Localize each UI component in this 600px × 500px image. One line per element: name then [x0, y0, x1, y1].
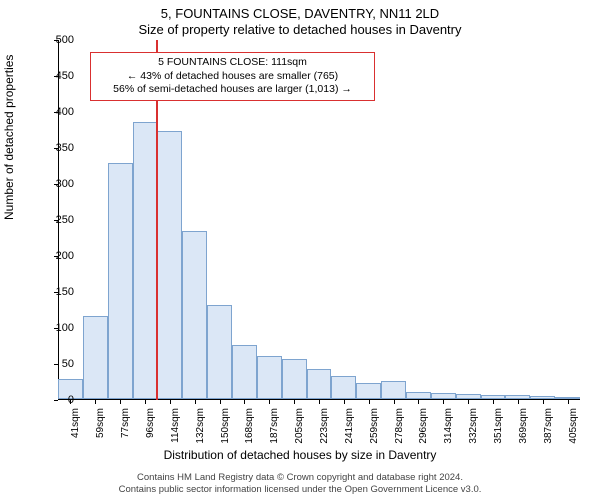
x-tick-mark	[294, 400, 295, 404]
histogram-bar	[555, 397, 580, 399]
y-tick-label: 0	[44, 394, 74, 406]
y-tick-label: 500	[44, 34, 74, 46]
x-tick-mark	[344, 400, 345, 404]
x-tick-mark	[170, 400, 171, 404]
y-tick-label: 300	[44, 178, 74, 190]
histogram-bar	[456, 394, 481, 399]
x-tick-mark	[394, 400, 395, 404]
x-tick-mark	[269, 400, 270, 404]
histogram-bar	[157, 131, 182, 399]
x-tick-mark	[418, 400, 419, 404]
x-tick-mark	[369, 400, 370, 404]
histogram-bar	[331, 376, 356, 399]
y-axis-label: Number of detached properties	[2, 55, 16, 220]
histogram-bar	[133, 122, 158, 399]
y-tick-label: 100	[44, 322, 74, 334]
y-tick-label: 250	[44, 214, 74, 226]
x-tick-mark	[120, 400, 121, 404]
x-tick-mark	[319, 400, 320, 404]
x-tick-mark	[220, 400, 221, 404]
histogram-bar	[431, 393, 456, 399]
x-tick-mark	[443, 400, 444, 404]
footer-line-2: Contains public sector information licen…	[0, 484, 600, 496]
histogram-bar	[232, 345, 257, 399]
x-tick-mark	[468, 400, 469, 404]
footer-line-1: Contains HM Land Registry data © Crown c…	[0, 472, 600, 484]
histogram-bar	[108, 163, 133, 399]
histogram-bar	[83, 316, 108, 399]
annotation-line: 56% of semi-detached houses are larger (…	[97, 83, 368, 97]
histogram-bar	[356, 383, 381, 399]
y-tick-label: 50	[44, 358, 74, 370]
x-tick-mark	[244, 400, 245, 404]
y-tick-label: 450	[44, 70, 74, 82]
histogram-bar	[406, 392, 431, 399]
y-tick-label: 400	[44, 106, 74, 118]
histogram-bar	[307, 369, 332, 399]
chart-plot-area: 41sqm59sqm77sqm96sqm114sqm132sqm150sqm16…	[58, 40, 580, 400]
x-tick-mark	[568, 400, 569, 404]
footer-attribution: Contains HM Land Registry data © Crown c…	[0, 472, 600, 496]
y-tick-label: 150	[44, 286, 74, 298]
x-tick-mark	[95, 400, 96, 404]
histogram-bar	[257, 356, 282, 399]
histogram-bar	[381, 381, 406, 399]
x-tick-mark	[518, 400, 519, 404]
histogram-bar	[505, 395, 530, 399]
x-tick-mark	[145, 400, 146, 404]
x-tick-mark	[493, 400, 494, 404]
histogram-bar	[282, 359, 307, 399]
histogram-bar	[481, 395, 506, 399]
x-tick-mark	[195, 400, 196, 404]
page-subtitle: Size of property relative to detached ho…	[0, 22, 600, 37]
histogram-bar	[207, 305, 232, 399]
histogram-bar	[182, 231, 207, 399]
page-title: 5, FOUNTAINS CLOSE, DAVENTRY, NN11 2LD	[0, 6, 600, 21]
x-axis-label: Distribution of detached houses by size …	[0, 448, 600, 462]
y-tick-label: 200	[44, 250, 74, 262]
annotation-line: 5 FOUNTAINS CLOSE: 111sqm	[97, 56, 368, 70]
y-tick-label: 350	[44, 142, 74, 154]
annotation-box: 5 FOUNTAINS CLOSE: 111sqm← 43% of detach…	[90, 52, 375, 101]
x-tick-mark	[543, 400, 544, 404]
annotation-line: ← 43% of detached houses are smaller (76…	[97, 70, 368, 84]
histogram-bar	[530, 396, 555, 399]
